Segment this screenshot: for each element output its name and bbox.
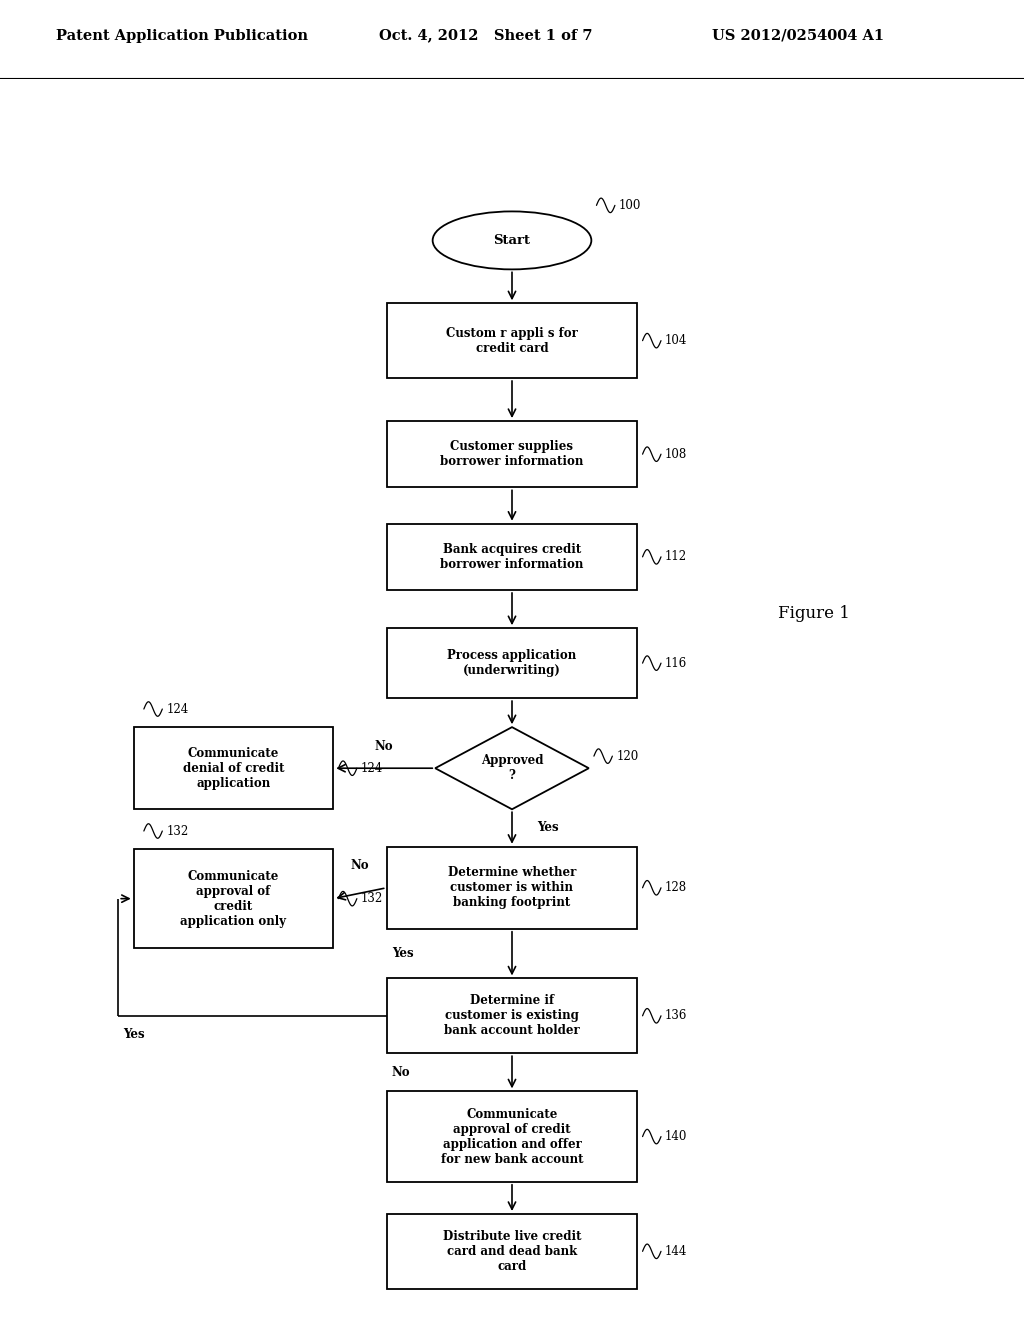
- Text: No: No: [391, 1065, 411, 1078]
- Text: US 2012/0254004 A1: US 2012/0254004 A1: [712, 29, 884, 42]
- Text: Process application
(underwriting): Process application (underwriting): [447, 649, 577, 677]
- Text: Communicate
approval of
credit
application only: Communicate approval of credit applicati…: [180, 870, 287, 928]
- Bar: [387, 1092, 637, 1181]
- Bar: [387, 304, 637, 378]
- Text: Oct. 4, 2012   Sheet 1 of 7: Oct. 4, 2012 Sheet 1 of 7: [379, 29, 592, 42]
- Bar: [387, 421, 637, 487]
- Bar: [387, 846, 637, 929]
- Text: Yes: Yes: [538, 821, 559, 834]
- Text: 100: 100: [618, 199, 641, 213]
- Bar: [133, 849, 334, 948]
- Bar: [387, 628, 637, 698]
- Text: Custom r appli s for
credit card: Custom r appli s for credit card: [446, 326, 578, 355]
- Bar: [387, 1214, 637, 1288]
- Text: 132: 132: [166, 825, 188, 837]
- Text: 140: 140: [666, 1130, 687, 1143]
- Text: 116: 116: [666, 656, 687, 669]
- Text: 104: 104: [666, 334, 687, 347]
- Text: 132: 132: [361, 892, 383, 906]
- Text: Communicate
approval of credit
application and offer
for new bank account: Communicate approval of credit applicati…: [440, 1107, 584, 1166]
- Bar: [387, 978, 637, 1053]
- Text: Start: Start: [494, 234, 530, 247]
- Text: No: No: [350, 859, 370, 873]
- Text: Determine if
customer is existing
bank account holder: Determine if customer is existing bank a…: [444, 994, 580, 1038]
- Text: Patent Application Publication: Patent Application Publication: [56, 29, 308, 42]
- Text: 112: 112: [666, 550, 687, 564]
- Bar: [133, 727, 334, 809]
- Bar: [387, 524, 637, 590]
- Text: 144: 144: [666, 1245, 687, 1258]
- Text: 124: 124: [166, 702, 188, 715]
- Text: Determine whether
customer is within
banking footprint: Determine whether customer is within ban…: [447, 866, 577, 909]
- Text: Customer supplies
borrower information: Customer supplies borrower information: [440, 440, 584, 469]
- Text: 108: 108: [666, 447, 687, 461]
- Text: 120: 120: [616, 750, 639, 763]
- Text: Yes: Yes: [124, 1028, 145, 1041]
- Text: Figure 1: Figure 1: [778, 605, 850, 622]
- Text: Distribute live credit
card and dead bank
card: Distribute live credit card and dead ban…: [442, 1230, 582, 1272]
- Text: 124: 124: [361, 762, 383, 775]
- Text: Bank acquires credit
borrower information: Bank acquires credit borrower informatio…: [440, 543, 584, 570]
- Text: Yes: Yes: [391, 948, 414, 960]
- Text: Communicate
denial of credit
application: Communicate denial of credit application: [182, 747, 285, 789]
- Text: Approved
?: Approved ?: [480, 754, 544, 783]
- Text: 136: 136: [666, 1010, 687, 1022]
- Text: No: No: [375, 739, 393, 752]
- Text: 128: 128: [666, 882, 687, 894]
